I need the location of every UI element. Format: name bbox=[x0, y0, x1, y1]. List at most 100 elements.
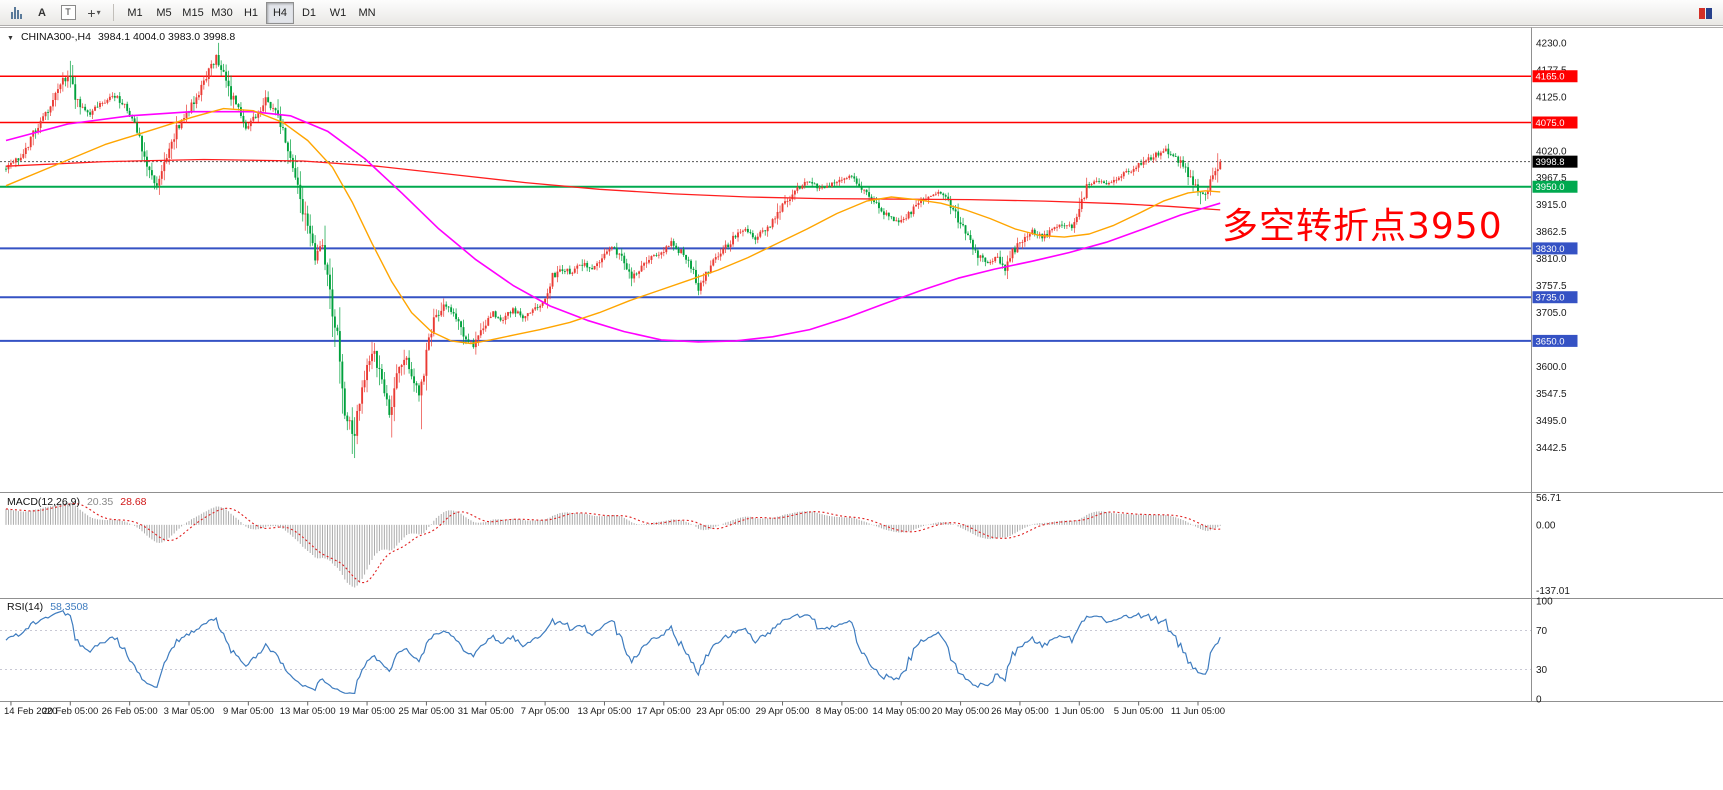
macd-signal-line bbox=[5, 503, 1221, 584]
rsi-level-lines bbox=[0, 630, 1531, 670]
price-axis[interactable]: 4230.04177.54125.04020.03967.53915.03862… bbox=[1532, 38, 1578, 454]
chevron-down-icon[interactable]: ▼ bbox=[7, 35, 14, 42]
timeframe-m1-button[interactable]: M1 bbox=[127, 6, 143, 19]
rsi-header: RSI(14) 58.3508 bbox=[7, 601, 88, 613]
symbol-timeframe-label: CHINA300-,H4 bbox=[20, 31, 91, 43]
timeframe-mn-button[interactable]: MN bbox=[358, 6, 376, 19]
price-badge-3830 bbox=[1532, 242, 1578, 255]
horizontal-lines-layer bbox=[0, 75, 1531, 342]
svg-text:7 Apr 05:00: 7 Apr 05:00 bbox=[521, 706, 570, 717]
svg-text:4230.0: 4230.0 bbox=[1536, 38, 1567, 49]
timeframe-w1-button[interactable]: W1 bbox=[329, 6, 347, 19]
timeframe-m15-button[interactable]: M15 bbox=[182, 6, 204, 19]
rsi-label: RSI(14) bbox=[7, 601, 44, 613]
svg-text:8 May 05:00: 8 May 05:00 bbox=[816, 706, 868, 717]
draw-tools-button[interactable]: + ▾ bbox=[82, 2, 106, 24]
ma-slow-red-line bbox=[5, 158, 1221, 211]
ma-mid-magenta-line bbox=[5, 110, 1221, 343]
svg-text:3705.0: 3705.0 bbox=[1536, 308, 1567, 319]
toolbar-separator bbox=[113, 4, 114, 21]
macd-axis[interactable]: 56.71 0.00 -137.01 bbox=[1536, 493, 1570, 597]
timeframe-h4-button[interactable]: H4 bbox=[266, 1, 294, 24]
svg-text:3 Mar 05:00: 3 Mar 05:00 bbox=[164, 706, 215, 717]
svg-text:0: 0 bbox=[1536, 695, 1542, 706]
svg-text:3442.5: 3442.5 bbox=[1536, 443, 1567, 454]
app-icon-blue bbox=[1706, 7, 1712, 19]
svg-text:3810.0: 3810.0 bbox=[1536, 254, 1567, 265]
bar-chart-icon-button[interactable] bbox=[4, 2, 28, 24]
svg-text:3915.0: 3915.0 bbox=[1536, 200, 1567, 211]
svg-text:19 Mar 05:00: 19 Mar 05:00 bbox=[339, 706, 395, 717]
svg-text:3830.0: 3830.0 bbox=[1536, 244, 1565, 255]
app-icon[interactable] bbox=[1699, 5, 1717, 21]
text-tool-button[interactable]: T bbox=[56, 2, 80, 24]
svg-text:9 Mar 05:00: 9 Mar 05:00 bbox=[223, 706, 274, 717]
price-badge-3735 bbox=[1532, 291, 1578, 304]
rsi-value: 58.3508 bbox=[50, 601, 89, 613]
macd-label: MACD(12,26,9) bbox=[7, 496, 80, 508]
svg-text:13 Apr 05:00: 13 Apr 05:00 bbox=[578, 706, 632, 717]
svg-text:3547.5: 3547.5 bbox=[1536, 389, 1567, 400]
candles-layer bbox=[5, 42, 1222, 459]
macd-signal-value: 28.68 bbox=[120, 496, 147, 508]
svg-text:25 Mar 05:00: 25 Mar 05:00 bbox=[398, 706, 454, 717]
svg-text:3998.8: 3998.8 bbox=[1536, 157, 1565, 168]
svg-text:3495.0: 3495.0 bbox=[1536, 416, 1567, 427]
panel-separators bbox=[0, 27, 1723, 702]
timeframe-h1-button[interactable]: H1 bbox=[243, 6, 259, 19]
svg-text:4020.0: 4020.0 bbox=[1536, 146, 1567, 157]
svg-text:70: 70 bbox=[1536, 626, 1548, 637]
ohlc-values: 3984.1 4004.0 3983.0 3998.8 bbox=[97, 31, 236, 43]
svg-text:-137.01: -137.01 bbox=[1536, 586, 1570, 597]
svg-text:3862.5: 3862.5 bbox=[1536, 227, 1567, 238]
cursor-a-button[interactable]: A bbox=[30, 2, 54, 24]
price-badge-4075 bbox=[1532, 116, 1578, 129]
svg-text:3735.0: 3735.0 bbox=[1536, 293, 1565, 304]
macd-value: 20.35 bbox=[86, 496, 114, 508]
svg-text:20 May 05:00: 20 May 05:00 bbox=[932, 706, 990, 717]
a-label: A bbox=[38, 6, 46, 19]
svg-text:4165.0: 4165.0 bbox=[1536, 72, 1565, 83]
timeframe-m30-button[interactable]: M30 bbox=[211, 6, 233, 19]
svg-text:11 Jun 05:00: 11 Jun 05:00 bbox=[1171, 706, 1225, 717]
svg-text:23 Apr 05:00: 23 Apr 05:00 bbox=[696, 706, 750, 717]
svg-text:13 Mar 05:00: 13 Mar 05:00 bbox=[280, 706, 336, 717]
price-badge-3650 bbox=[1532, 334, 1578, 347]
price-badge-3950 bbox=[1532, 180, 1578, 193]
svg-text:14 Feb 2020: 14 Feb 2020 bbox=[4, 706, 57, 717]
svg-text:20 Feb 05:00: 20 Feb 05:00 bbox=[42, 706, 98, 717]
svg-text:30: 30 bbox=[1536, 665, 1548, 676]
bar-chart-icon bbox=[10, 6, 22, 19]
svg-text:26 Feb 05:00: 26 Feb 05:00 bbox=[102, 706, 158, 717]
svg-text:29 Apr 05:00: 29 Apr 05:00 bbox=[756, 706, 810, 717]
svg-text:100: 100 bbox=[1536, 597, 1553, 608]
rsi-line bbox=[5, 609, 1221, 695]
svg-text:5 Jun 05:00: 5 Jun 05:00 bbox=[1114, 706, 1164, 717]
svg-text:3600.0: 3600.0 bbox=[1536, 362, 1567, 373]
svg-text:1 Jun 05:00: 1 Jun 05:00 bbox=[1054, 706, 1104, 717]
price-badge-4165 bbox=[1532, 70, 1578, 83]
rsi-axis[interactable]: 100 70 30 0 bbox=[1536, 597, 1553, 706]
macd-header: MACD(12,26,9) 20.35 28.68 bbox=[7, 496, 147, 508]
svg-text:3650.0: 3650.0 bbox=[1536, 336, 1565, 347]
chart-symbol-header: ▼ CHINA300-,H4 3984.1 4004.0 3983.0 3998… bbox=[7, 31, 235, 43]
timeframe-group: M1 M5 M15 M30 H1 H4 D1 W1 MN bbox=[121, 1, 381, 24]
svg-text:3950.0: 3950.0 bbox=[1536, 182, 1565, 193]
svg-text:26 May 05:00: 26 May 05:00 bbox=[991, 706, 1049, 717]
svg-text:14 May 05:00: 14 May 05:00 bbox=[872, 706, 930, 717]
timeframe-d1-button[interactable]: D1 bbox=[301, 6, 317, 19]
current-price-badge bbox=[1532, 155, 1578, 168]
svg-text:3967.5: 3967.5 bbox=[1536, 173, 1567, 184]
svg-text:3757.5: 3757.5 bbox=[1536, 281, 1567, 292]
svg-text:31 Mar 05:00: 31 Mar 05:00 bbox=[458, 706, 514, 717]
svg-text:56.71: 56.71 bbox=[1536, 493, 1561, 504]
crosshair-icon: + bbox=[87, 4, 96, 21]
annotation-text[interactable]: 多空转折点3950 bbox=[1222, 206, 1503, 247]
svg-text:4075.0: 4075.0 bbox=[1536, 118, 1565, 129]
svg-text:0.00: 0.00 bbox=[1536, 520, 1556, 531]
timeframe-m5-button[interactable]: M5 bbox=[156, 6, 172, 19]
text-tool-icon: T bbox=[60, 5, 76, 20]
svg-text:4125.0: 4125.0 bbox=[1536, 92, 1567, 103]
